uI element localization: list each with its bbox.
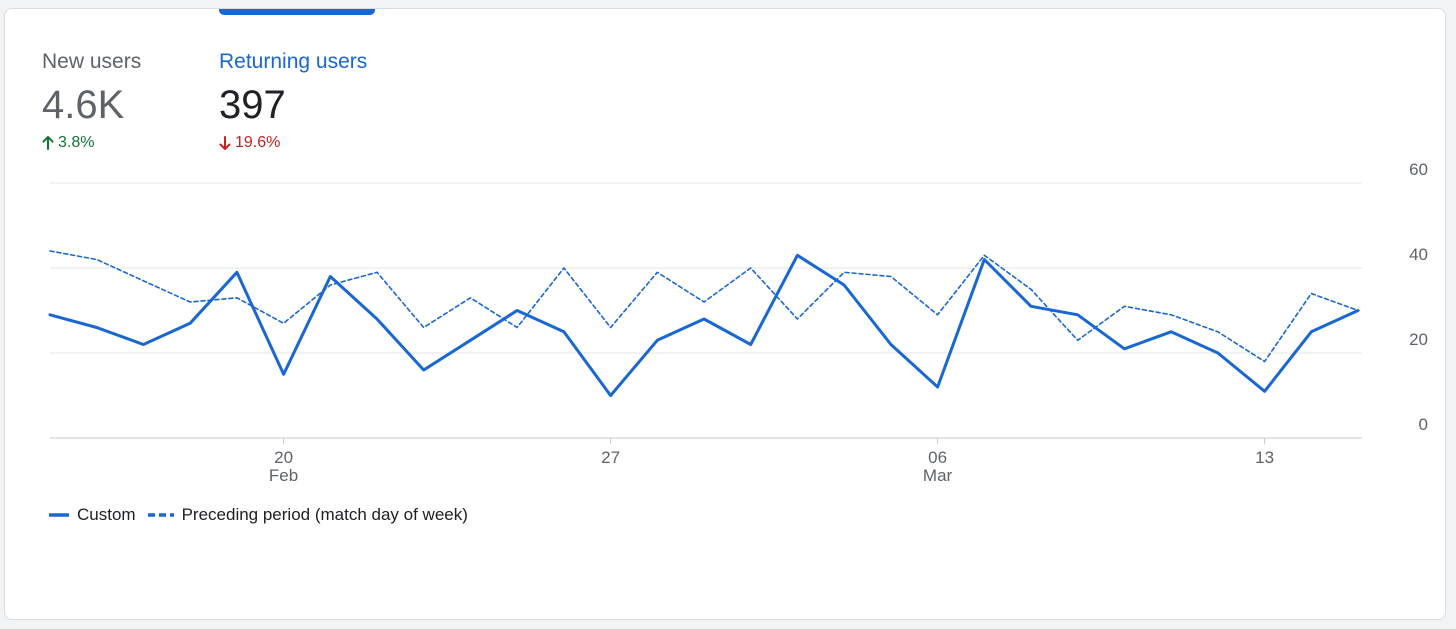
x-tick-sublabel: Feb (269, 466, 298, 485)
x-tick-label: 20 (274, 448, 293, 467)
y-tick-label: 40 (1409, 245, 1428, 264)
users-chart-card: New users 4.6K 3.8% Returning users 397 … (4, 8, 1446, 620)
series-line-preceding[interactable] (49, 250, 1359, 363)
metric-tab-returning-users[interactable]: Returning users 397 19.6% (219, 49, 367, 153)
legend-item-preceding[interactable]: Preceding period (match day of week) (147, 505, 468, 525)
series-line-custom[interactable] (48, 253, 1360, 397)
arrow-down-icon (219, 136, 231, 150)
x-tick-label: 06 (928, 448, 947, 467)
dashed-line-swatch-icon (147, 513, 174, 517)
metric-change-value: 3.8% (58, 134, 95, 151)
arrow-up-icon (42, 136, 54, 150)
y-tick-label: 0 (1419, 415, 1428, 434)
metric-label: New users (42, 50, 142, 73)
chart-legend: Custom Preceding period (match day of we… (49, 505, 468, 525)
metric-value: 4.6K (42, 83, 125, 127)
y-tick-label: 20 (1409, 330, 1428, 349)
legend-label: Custom (77, 505, 136, 524)
metric-tab-new-users[interactable]: New users 4.6K 3.8% (42, 49, 141, 153)
x-tick-sublabel: Mar (923, 466, 953, 485)
metric-change: 3.8% (42, 133, 141, 153)
series-lines (48, 250, 1360, 397)
solid-line-swatch-icon (49, 513, 69, 517)
metric-label: Returning users (219, 50, 368, 73)
legend-item-custom[interactable]: Custom (49, 505, 136, 525)
x-tick-label: 13 (1255, 448, 1274, 467)
metric-value: 397 (219, 83, 286, 127)
x-tick-label: 27 (601, 448, 620, 467)
legend-label: Preceding period (match day of week) (181, 505, 468, 524)
metric-change-value: 19.6% (235, 134, 281, 151)
metric-change: 19.6% (219, 133, 367, 153)
grid-lines (50, 182, 1362, 439)
y-tick-label: 60 (1409, 160, 1428, 179)
active-tab-indicator (219, 9, 375, 15)
